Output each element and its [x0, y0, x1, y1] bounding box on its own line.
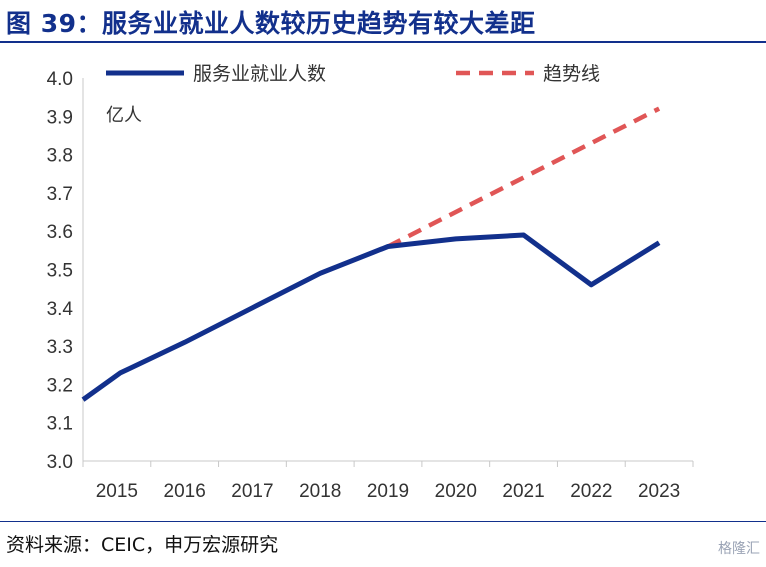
legend-label-trend: 趋势线: [543, 63, 600, 85]
x-tick-label: 2023: [638, 481, 680, 502]
y-tick-label: 3.5: [47, 261, 73, 282]
watermark-logo-text: 格隆汇: [718, 541, 760, 557]
y-axis-unit-label: 亿人: [106, 105, 142, 126]
x-tick-label: 2019: [367, 481, 409, 502]
y-tick-label: 3.4: [47, 299, 74, 320]
x-tick-label: 2022: [570, 481, 612, 502]
source-rule: [0, 521, 766, 522]
y-tick-label: 3.7: [47, 184, 73, 205]
legend: 服务业就业人数 趋势线: [106, 63, 600, 85]
y-tick-label: 3.6: [47, 222, 73, 243]
series-layer: [81, 106, 661, 402]
title-rule: [0, 41, 766, 43]
actual-employment-series: [81, 232, 661, 402]
legend-label-actual: 服务业就业人数: [193, 63, 326, 85]
x-tick-label: 2021: [502, 481, 544, 502]
y-axis: 3.0 3.1 3.2 3.3 3.4 3.5 3.6 3.7 3.8 3.9 4.0: [47, 69, 84, 473]
x-tick-label: 2015: [96, 481, 138, 502]
line-chart: 3.03.13.23.33.43.53.63.73.83.94.0 2015 20…: [47, 63, 694, 502]
y-tick-label: 4.0: [47, 69, 73, 90]
y-tick-label: 3.2: [47, 375, 73, 396]
source-note: 资料来源：CEIC，申万宏源研究: [6, 534, 279, 556]
y-tick-label: 3.3: [47, 337, 73, 358]
x-tick-label: 2020: [435, 481, 477, 502]
y-tick-label: 3.8: [47, 146, 73, 167]
trend-line-series: [386, 106, 661, 249]
x-tick-label: 2018: [299, 481, 341, 502]
y-tick-label: 3.0: [47, 452, 73, 473]
x-tick-label: 2017: [231, 481, 273, 502]
x-tick-label: 2016: [164, 481, 206, 502]
y-tick-label: 3.1: [47, 414, 73, 435]
y-tick-label: 3.9: [47, 107, 73, 128]
x-axis: 2015 2016 2017 2018 2019 2020 2021 2022 2023: [82, 460, 694, 502]
figure-title: 图 39：服务业就业人数较历史趋势有较大差距: [6, 9, 536, 38]
